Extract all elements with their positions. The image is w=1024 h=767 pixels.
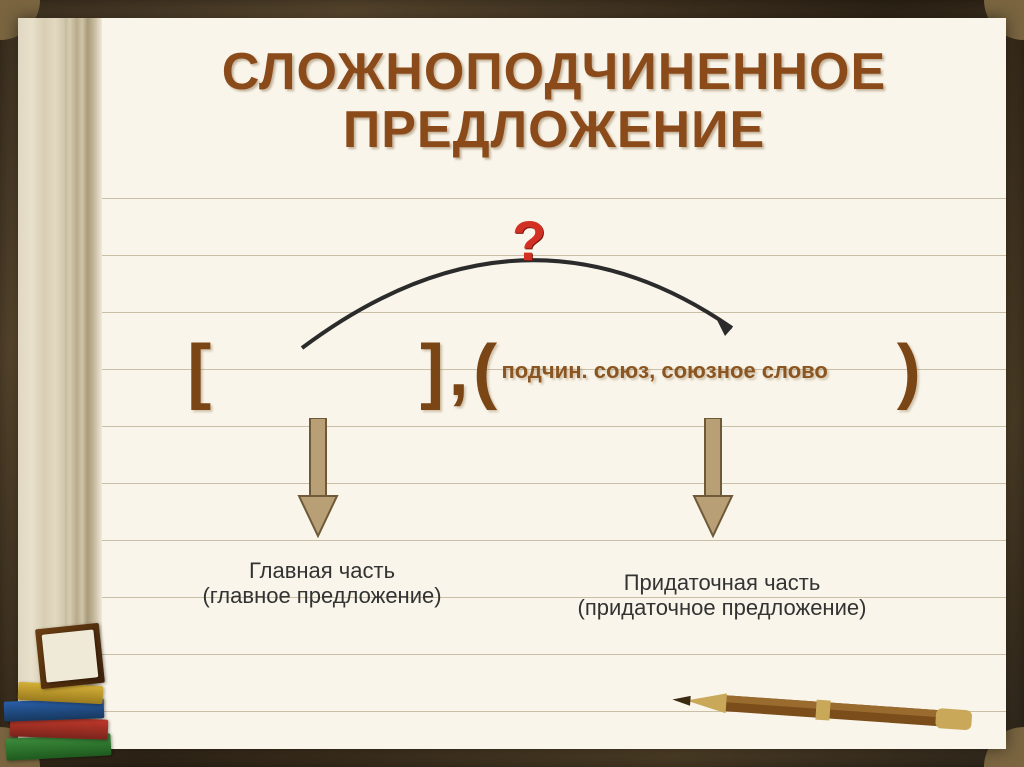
books-decoration: [0, 614, 130, 764]
diagram-content: СЛОЖНОПОДЧИНЕННОЕ ПРЕДЛОЖЕНИЕ ? [ ] , (: [102, 18, 1006, 749]
page-title: СЛОЖНОПОДЧИНЕННОЕ ПРЕДЛОЖЕНИЕ: [102, 42, 1006, 160]
title-line-1: СЛОЖНОПОДЧИНЕННОЕ: [102, 42, 1006, 102]
arrow-to-main: [297, 418, 339, 538]
schema-comma: ,: [449, 331, 469, 411]
caption-main-line1: Главная часть: [172, 558, 472, 583]
notebook-page: СЛОЖНОПОДЧИНЕННОЕ ПРЕДЛОЖЕНИЕ ? [ ] , (: [18, 18, 1006, 749]
question-mark-icon: ?: [512, 208, 546, 273]
arrow-to-sub: [692, 418, 734, 538]
paren-close: ): [897, 331, 921, 411]
paren-open: (: [473, 331, 497, 411]
paper-area: СЛОЖНОПОДЧИНЕННОЕ ПРЕДЛОЖЕНИЕ ? [ ] , (: [102, 18, 1006, 749]
subordinate-label: подчин. союз, союзное слово: [502, 358, 828, 383]
caption-main-clause: Главная часть (главное предложение): [172, 558, 472, 609]
title-line-2: ПРЕДЛОЖЕНИЕ: [102, 100, 1006, 160]
caption-sub-line2: (придаточное предложение): [552, 595, 892, 620]
bracket-close: ]: [420, 331, 444, 411]
sentence-schema: [ ] , ( подчин. союз, союзное слово ): [102, 330, 1006, 412]
wood-frame: СЛОЖНОПОДЧИНЕННОЕ ПРЕДЛОЖЕНИЕ ? [ ] , (: [0, 0, 1024, 767]
caption-sub-line1: Придаточная часть: [552, 570, 892, 595]
caption-sub-clause: Придаточная часть (придаточное предложен…: [552, 570, 892, 621]
bracket-open: [: [187, 331, 211, 411]
caption-main-line2: (главное предложение): [172, 583, 472, 608]
